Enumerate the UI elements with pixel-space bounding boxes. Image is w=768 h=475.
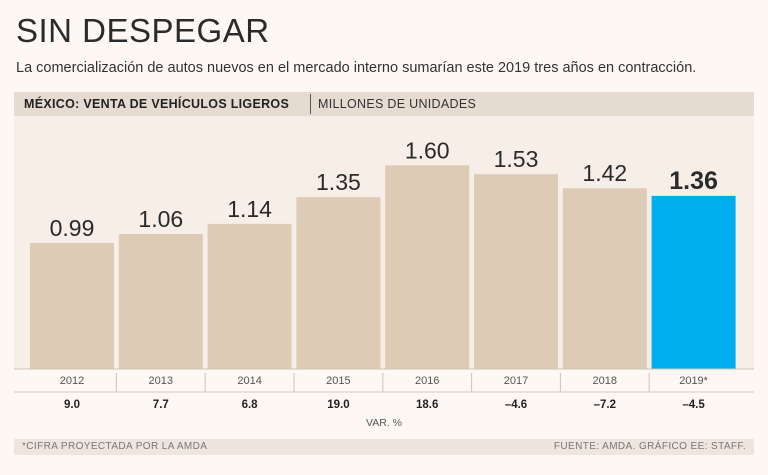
value-label-2018: 1.42 <box>582 160 627 186</box>
bar-2013 <box>118 234 203 369</box>
x-tick-label: 2012 <box>60 375 84 387</box>
x-tick-label: 2013 <box>149 375 173 387</box>
value-label-2012: 0.99 <box>50 215 95 241</box>
bar-2018 <box>562 188 647 369</box>
x-tick-label: 2018 <box>593 375 617 387</box>
variation-value: 18.6 <box>416 399 438 411</box>
bar-2019 <box>651 195 736 369</box>
variation-value: 6.8 <box>242 399 259 411</box>
footnote-projection: *CIFRA PROYECTADA POR LA AMDA <box>22 441 208 452</box>
chart-unit-label: MILLONES DE UNIDADES <box>318 97 477 111</box>
variation-value: 19.0 <box>327 399 349 411</box>
variation-value: 7.7 <box>153 399 169 411</box>
x-tick-label: 2019* <box>679 375 708 387</box>
variation-value: –4.5 <box>682 399 705 411</box>
value-label-2016: 1.60 <box>405 137 450 163</box>
chart-header-band: MÉXICO: VENTA DE VEHÍCULOS LIGEROS MILLO… <box>14 92 754 116</box>
x-tick-label: 2014 <box>237 375 261 387</box>
bar-2014 <box>207 223 292 369</box>
x-tick-label: 2017 <box>504 375 528 387</box>
value-label-2019: 1.36 <box>669 167 718 195</box>
footnote-source: FUENTE: AMDA. GRÁFICO EE: STAFF. <box>553 441 746 452</box>
variation-value: 9.0 <box>64 399 80 411</box>
chart-title: SIN DESPEGAR <box>16 12 270 49</box>
variation-value: –4.6 <box>505 399 527 411</box>
value-label-2014: 1.14 <box>227 196 272 222</box>
chart-series-label: MÉXICO: VENTA DE VEHÍCULOS LIGEROS <box>24 97 290 111</box>
bar-2015 <box>296 197 381 369</box>
bar-2016 <box>385 165 470 369</box>
x-tick-label: 2015 <box>326 375 350 387</box>
value-label-2013: 1.06 <box>138 206 183 232</box>
band-divider <box>310 94 311 114</box>
variation-axis-label: VAR. % <box>366 417 402 429</box>
bar-2012 <box>30 242 114 369</box>
value-label-2015: 1.35 <box>316 169 361 195</box>
variation-value: –7.2 <box>594 399 616 411</box>
bar-2017 <box>474 174 558 369</box>
value-label-2017: 1.53 <box>494 146 539 172</box>
chart-subtitle: La comercialización de autos nuevos en e… <box>16 60 697 76</box>
footnote-bar: *CIFRA PROYECTADA POR LA AMDA FUENTE: AM… <box>14 439 754 455</box>
x-tick-label: 2016 <box>415 375 439 387</box>
